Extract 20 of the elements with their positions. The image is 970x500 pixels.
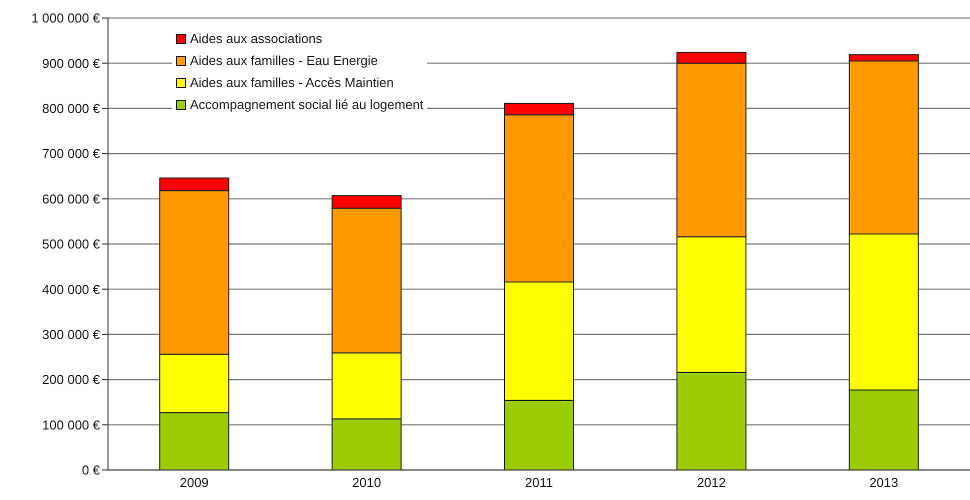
x-tick-label: 2011: [525, 475, 553, 490]
legend-label: Aides aux familles - Accès Maintien: [190, 74, 394, 92]
y-tick-label: 1 000 000 €: [31, 10, 101, 26]
y-tick-label: 400 000 €: [42, 282, 101, 297]
y-tick-label: 0 €: [82, 462, 101, 478]
y-tick-label: 300 000 €: [42, 327, 101, 342]
legend-label: Aides aux familles - Eau Energie: [190, 52, 378, 70]
x-tick-label: 2009: [180, 475, 209, 490]
y-tick-label: 500 000 €: [42, 236, 101, 252]
x-tick-label: 2013: [869, 475, 898, 490]
legend-label: Aides aux associations: [190, 30, 322, 48]
y-tick-label: 700 000 €: [42, 146, 101, 162]
y-tick-label: 900 000 €: [42, 56, 101, 71]
y-tick-label: 600 000 €: [42, 191, 101, 206]
x-tick-label: 2012: [696, 475, 726, 490]
legend-label: Accompagnement social lié au logement: [190, 96, 424, 114]
y-tick-label: 100 000 €: [42, 417, 101, 432]
y-tick-label: 800 000 €: [42, 101, 101, 116]
x-tick-label: 2010: [352, 475, 382, 490]
y-tick-label: 200 000 €: [42, 372, 101, 388]
